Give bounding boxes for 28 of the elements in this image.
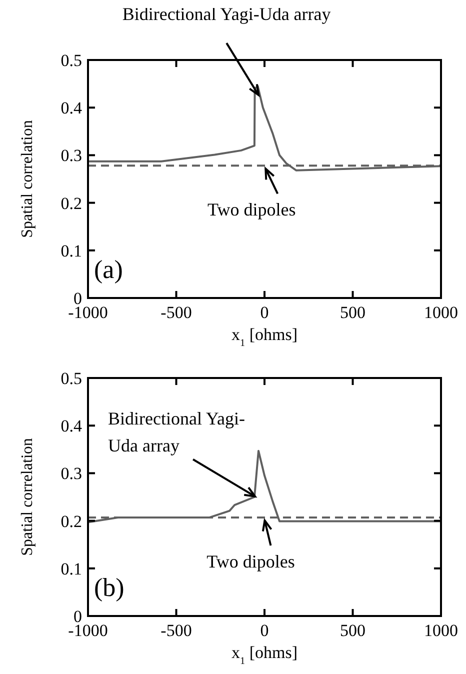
y-tick-label: 0.5 [60, 51, 82, 70]
x-tick-label: 0 [260, 621, 269, 640]
y-tick-label: 0.4 [60, 416, 82, 436]
x-tick-label: -500 [160, 621, 192, 640]
annotation: Two dipoles [208, 200, 296, 220]
y-tick-label: 0.2 [60, 512, 82, 531]
x-tick-label: 500 [340, 303, 366, 322]
y-tick-label: 0.1 [60, 241, 82, 260]
y-tick-label: 0.1 [60, 559, 82, 578]
y-tick-label: 0.5 [60, 369, 82, 388]
x-tick-label: 1000 [424, 303, 458, 322]
y-tick-label: 0.3 [60, 464, 82, 484]
x-tick-label: -500 [160, 303, 192, 322]
annotation: Two dipoles [206, 551, 295, 572]
x-tick-label: 0 [260, 303, 269, 322]
y-tick-label: 0.2 [60, 194, 82, 213]
annotation: Bidirectional Yagi-Uda array [122, 4, 331, 24]
y-axis-title: Spatial correlation [19, 120, 36, 238]
x-axis-title: x$_{1}$ [ohms] [231, 643, 298, 666]
y-tick-label: 0.4 [60, 98, 82, 118]
y-tick-label: 0.3 [60, 146, 82, 166]
annotation: (b) [94, 573, 124, 602]
annotation: Bidirectional Yagi-Uda array [108, 408, 246, 456]
x-tick-label: 500 [340, 621, 366, 640]
y-axis-title: Spatial correlation [19, 438, 36, 556]
x-tick-label: 1000 [424, 621, 458, 640]
annotation: (a) [94, 255, 123, 284]
x-axis-title: x$_{1}$ [ohms] [231, 325, 298, 348]
